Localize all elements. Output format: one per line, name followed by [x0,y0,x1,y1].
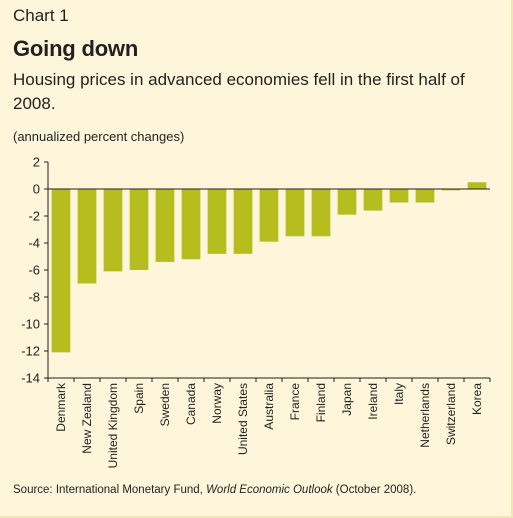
source-note: Source: International Monetary Fund, Wor… [13,484,416,496]
x-category-label: Spain [132,383,146,414]
x-category-label: Korea [470,383,484,415]
y-tick-label: 2 [33,155,40,170]
source-prefix: Source: International Monetary Fund, [13,484,207,496]
x-category-label: Australia [262,383,276,430]
y-tick-label: -14 [21,371,40,386]
x-category-label: Denmark [54,382,68,432]
bar-ireland [363,189,383,211]
bar-france [285,189,305,237]
chart-subtitle: Housing prices in advanced economies fel… [13,70,465,113]
x-category-label: France [288,383,302,421]
x-category-label: Switzerland [444,383,458,445]
x-category-label: Norway [210,383,224,424]
bar-united-states [233,189,253,254]
y-tick-label: -10 [21,317,40,332]
y-tick-label: -12 [21,344,40,359]
x-category-label: United States [236,383,250,455]
bar-italy [389,189,409,203]
source-suffix: (October 2008). [332,484,417,496]
bar-finland [311,189,331,237]
x-category-label: Finland [314,383,328,422]
bars-group [51,182,487,353]
bar-korea [467,182,487,189]
bar-new-zealand [77,189,97,284]
bar-norway [207,189,227,254]
x-category-label: Japan [340,383,354,416]
bar-sweden [155,189,175,262]
bar-switzerland [441,189,461,191]
bar-denmark [51,189,71,353]
x-category-label: Canada [184,383,198,425]
source-publication: World Economic Outlook [206,484,333,496]
chart-title: Going down [13,36,139,61]
labels-group: 2 0 -2 -4 -6 -8 -10 -12 -14 Denmark New Zealand Uni… [21,155,484,469]
x-category-label: New Zealand [80,383,94,454]
bar-netherlands [415,189,435,203]
y-tick-label: -8 [28,290,40,305]
bar-spain [129,189,149,270]
chart-label: Chart 1 [13,6,69,25]
y-tick-label: 0 [33,182,40,197]
x-category-label: Sweden [158,383,172,426]
axes-group [44,161,491,382]
y-tick-label: -2 [28,209,40,224]
x-category-label: Italy [392,383,406,405]
bar-japan [337,189,357,215]
x-category-label: Netherlands [418,383,432,448]
bar-united-kingdom [103,189,123,272]
y-tick-label: -6 [28,263,40,278]
bar-canada [181,189,201,260]
unit-note: (annualized percent changes) [13,129,185,144]
y-tick-label: -4 [28,236,40,251]
x-category-label: Ireland [366,383,380,420]
x-category-label: United Kingdom [106,383,120,468]
bar-australia [259,189,279,242]
